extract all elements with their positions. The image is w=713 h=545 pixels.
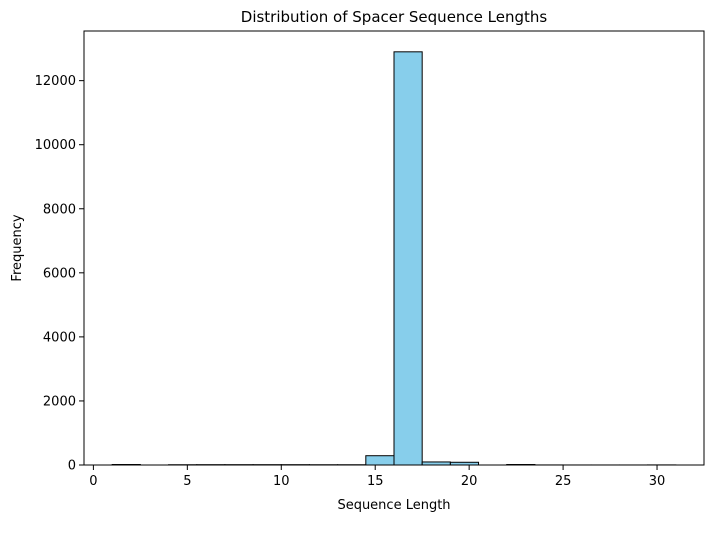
x-tick-label: 20 xyxy=(461,474,478,489)
y-tick-label: 2000 xyxy=(43,394,76,409)
x-ticks: 0 5 10 15 20 25 30 xyxy=(89,465,665,489)
y-tick-label: 6000 xyxy=(43,266,76,281)
x-axis-title: Sequence Length xyxy=(337,498,450,513)
y-axis-title: Frequency xyxy=(10,214,25,281)
y-tick-label: 0 xyxy=(68,459,76,474)
chart-title: Distribution of Spacer Sequence Lengths xyxy=(241,8,548,26)
histogram-bar xyxy=(393,51,423,466)
x-tick-label: 25 xyxy=(555,474,572,489)
plot-frame xyxy=(83,30,705,466)
y-tick-label: 10000 xyxy=(35,138,76,153)
x-tick-label: 30 xyxy=(649,474,666,489)
histogram-bar xyxy=(365,455,395,466)
x-tick-label: 5 xyxy=(183,474,191,489)
y-tick-label: 4000 xyxy=(43,330,76,345)
y-tick-label: 8000 xyxy=(43,202,76,217)
x-tick-label: 0 xyxy=(89,474,97,489)
x-tick-label: 10 xyxy=(273,474,290,489)
y-tick-label: 12000 xyxy=(35,74,76,89)
y-ticks: 0 2000 4000 6000 8000 10000 12000 xyxy=(35,74,84,474)
x-tick-label: 15 xyxy=(367,474,384,489)
